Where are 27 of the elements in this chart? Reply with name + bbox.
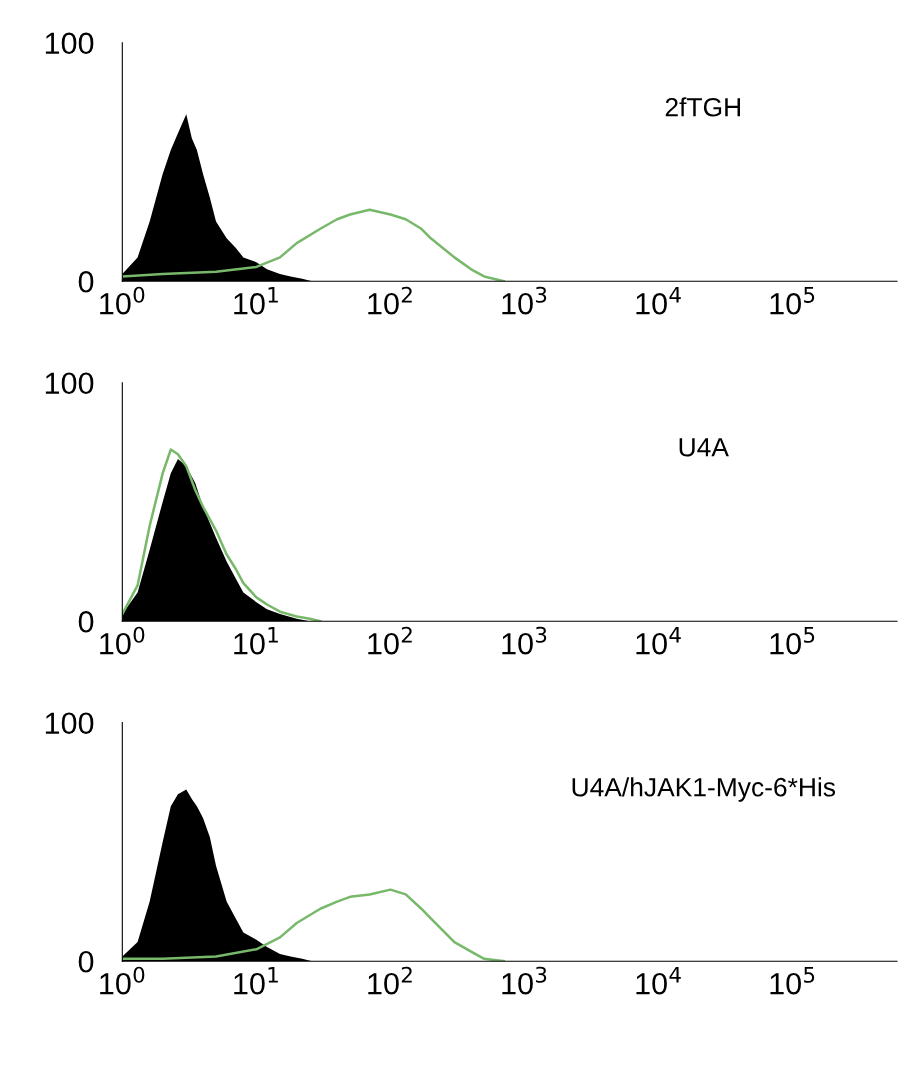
- x-tick-label: 10$^{4}$: [636, 966, 681, 995]
- annotation: U4A/hJAK1-Myc-6*His: [572, 777, 836, 802]
- x-tick-label: 10$^{5}$: [770, 966, 815, 995]
- x-tick-label: 10$^{2}$: [368, 626, 412, 655]
- x-tick-label: 10$^{2}$: [368, 286, 412, 315]
- x-tick-label: 10$^{5}$: [770, 626, 815, 655]
- x-tick-label: 10$^{2}$: [368, 966, 412, 995]
- x-tick-label: 10$^{4}$: [636, 286, 681, 315]
- x-tick-label: 10$^{1}$: [234, 626, 278, 655]
- x-tick-label: 10$^{1}$: [234, 286, 278, 315]
- x-tick-label: 10$^{3}$: [502, 626, 547, 655]
- y-tick-label: 0: [78, 270, 94, 293]
- annotation: 2fTGH: [665, 97, 740, 117]
- y-tick-label: 0: [78, 610, 94, 633]
- x-tick-label: 10$^{0}$: [100, 286, 145, 315]
- x-tick-label: 10$^{3}$: [502, 966, 547, 995]
- x-tick-label: 10$^{0}$: [100, 966, 145, 995]
- x-tick-label: 10$^{0}$: [100, 626, 145, 655]
- x-tick-label: 10$^{1}$: [234, 966, 278, 995]
- x-tick-label: 10$^{4}$: [636, 626, 681, 655]
- y-tick-label: 0: [78, 950, 94, 973]
- y-tick-label: 100: [45, 712, 94, 735]
- x-tick-label: 10$^{3}$: [502, 286, 547, 315]
- y-tick-label: 100: [45, 32, 94, 55]
- x-tick-label: 10$^{5}$: [770, 286, 815, 315]
- y-tick-label: 100: [45, 372, 94, 395]
- annotation: U4A: [679, 438, 729, 457]
